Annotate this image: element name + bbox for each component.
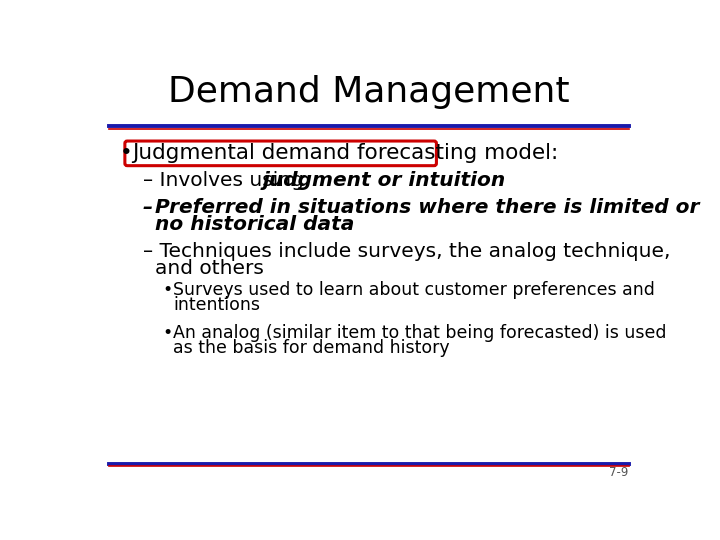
- Text: as the basis for demand history: as the basis for demand history: [173, 339, 449, 357]
- Text: •: •: [120, 143, 132, 163]
- Text: •: •: [162, 324, 172, 342]
- Text: and others: and others: [155, 259, 264, 278]
- Text: 7-9: 7-9: [609, 467, 629, 480]
- Text: – Involves using: – Involves using: [143, 171, 310, 190]
- Text: An analog (similar item to that being forecasted) is used: An analog (similar item to that being fo…: [173, 324, 667, 342]
- Text: judgment or intuition: judgment or intuition: [263, 171, 506, 190]
- Text: Surveys used to learn about customer preferences and: Surveys used to learn about customer pre…: [173, 281, 654, 299]
- Text: Demand Management: Demand Management: [168, 75, 570, 109]
- Text: –: –: [143, 198, 160, 217]
- Text: no historical data: no historical data: [155, 215, 354, 234]
- Text: – Techniques include surveys, the analog technique,: – Techniques include surveys, the analog…: [143, 241, 670, 261]
- Text: •: •: [162, 281, 172, 299]
- Text: Preferred in situations where there is limited or: Preferred in situations where there is l…: [155, 198, 699, 217]
- Text: intentions: intentions: [173, 296, 260, 314]
- Text: Judgmental demand forecasting model:: Judgmental demand forecasting model:: [132, 143, 558, 163]
